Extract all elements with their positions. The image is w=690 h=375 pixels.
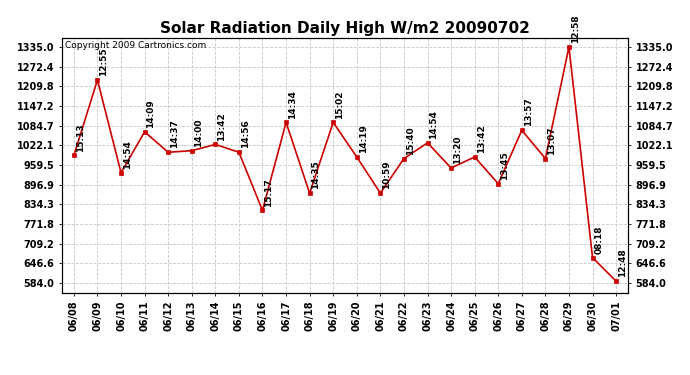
Text: 15:17: 15:17 (264, 178, 273, 207)
Text: 12:58: 12:58 (571, 15, 580, 43)
Text: 14:54: 14:54 (429, 110, 438, 139)
Text: 13:20: 13:20 (453, 136, 462, 164)
Text: Copyright 2009 Cartronics.com: Copyright 2009 Cartronics.com (65, 41, 206, 50)
Title: Solar Radiation Daily High W/m2 20090702: Solar Radiation Daily High W/m2 20090702 (160, 21, 530, 36)
Text: 13:42: 13:42 (217, 112, 226, 141)
Text: 14:56: 14:56 (241, 120, 250, 148)
Text: 14:34: 14:34 (288, 90, 297, 118)
Text: 10:59: 10:59 (382, 161, 391, 189)
Text: 13:42: 13:42 (477, 124, 486, 153)
Text: 12:55: 12:55 (99, 48, 108, 76)
Text: 14:09: 14:09 (146, 99, 155, 128)
Text: 14:19: 14:19 (359, 124, 368, 153)
Text: 13:57: 13:57 (524, 98, 533, 126)
Text: 08:18: 08:18 (594, 225, 604, 254)
Text: 15:13: 15:13 (76, 123, 85, 152)
Text: 14:37: 14:37 (170, 120, 179, 148)
Text: 13:07: 13:07 (547, 126, 556, 155)
Text: 13:45: 13:45 (500, 151, 509, 180)
Text: 14:54: 14:54 (123, 140, 132, 169)
Text: 12:48: 12:48 (618, 249, 627, 278)
Text: 15:02: 15:02 (335, 90, 344, 118)
Text: 15:40: 15:40 (406, 126, 415, 155)
Text: 14:35: 14:35 (311, 160, 321, 189)
Text: 14:00: 14:00 (194, 118, 203, 147)
